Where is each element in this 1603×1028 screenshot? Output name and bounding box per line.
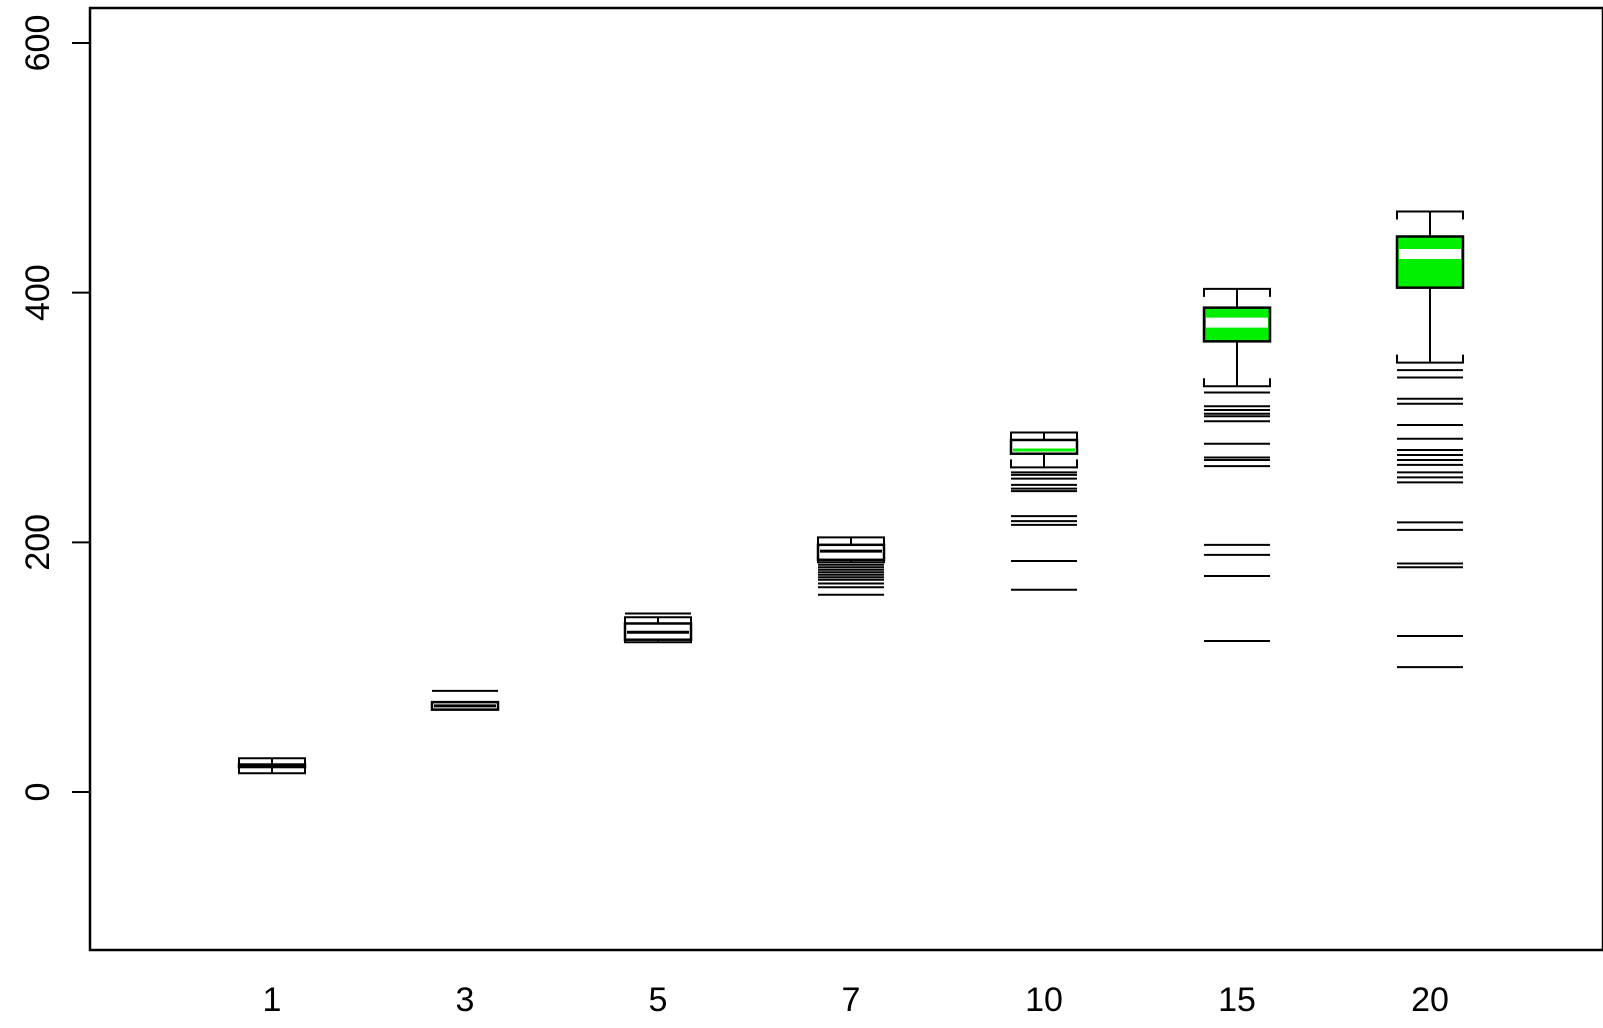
lower-whisker-cap — [1203, 378, 1271, 388]
upper-whisker-cap — [238, 757, 306, 767]
x-tick-label: 5 — [649, 981, 668, 1019]
y-tick-label: 0 — [19, 783, 57, 802]
y-tick-label: 400 — [19, 264, 57, 321]
box-7 — [816, 536, 886, 596]
box-10 — [1009, 431, 1079, 591]
upper-whisker-cap — [1396, 210, 1464, 220]
x-tick-label: 1 — [263, 981, 282, 1019]
box-1 — [237, 757, 307, 775]
x-tick-label: 15 — [1218, 981, 1256, 1019]
box-15 — [1202, 287, 1272, 642]
lower-whisker-cap — [238, 765, 306, 775]
x-tick-label: 7 — [842, 981, 861, 1019]
y-axis: 0 200 400 600 — [19, 15, 91, 802]
box-body — [1009, 438, 1079, 455]
lower-whisker-cap — [1396, 354, 1464, 364]
box-5 — [623, 612, 693, 644]
box-3 — [430, 689, 500, 711]
box-series — [237, 210, 1465, 775]
upper-whisker-cap — [624, 616, 692, 626]
upper-whisker-cap — [817, 536, 885, 546]
plot-frame — [88, 6, 1603, 952]
x-axis-labels: 1 3 5 7 10 15 20 — [263, 981, 1449, 1019]
y-tick-label: 600 — [19, 15, 57, 72]
upper-whisker-cap — [1203, 287, 1271, 297]
box-body — [1395, 235, 1465, 289]
box-20 — [1395, 210, 1465, 669]
upper-whisker-cap — [1010, 431, 1078, 441]
x-tick-label: 10 — [1025, 981, 1063, 1019]
x-tick-label: 20 — [1411, 981, 1449, 1019]
lower-whisker-cap — [1010, 459, 1078, 469]
x-tick-label: 3 — [456, 981, 475, 1019]
y-tick-label: 200 — [19, 514, 57, 571]
